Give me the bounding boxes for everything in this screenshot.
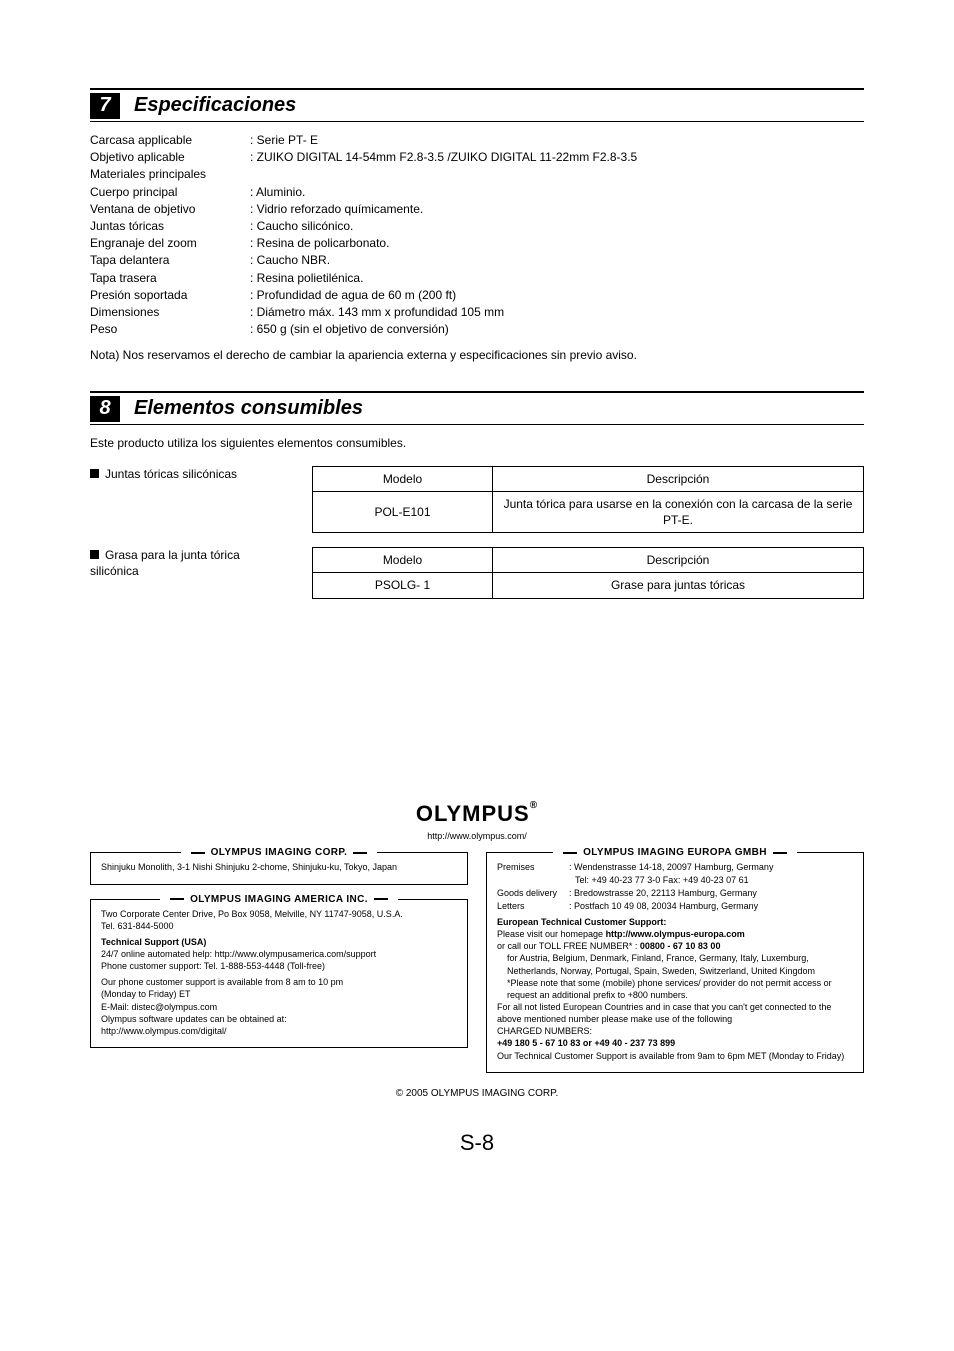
panel-corp-title: OLYMPUS IMAGING CORP. bbox=[181, 846, 378, 860]
europa-line: or call our TOLL FREE NUMBER* : 00800 - … bbox=[497, 940, 853, 952]
corp-address: Shinjuku Monolith, 3-1 Nishi Shinjuku 2-… bbox=[101, 861, 457, 873]
panel-america: OLYMPUS IMAGING AMERICA INC. Two Corpora… bbox=[90, 899, 468, 1048]
spec-value: : 650 g (sin el objetivo de conversión) bbox=[250, 321, 864, 337]
spec-value: : Serie PT- E bbox=[250, 132, 864, 148]
panel-america-title: OLYMPUS IMAGING AMERICA INC. bbox=[160, 893, 398, 907]
panel-europa-title: OLYMPUS IMAGING EUROPA GMBH bbox=[553, 846, 797, 860]
table-cell-desc: Junta tórica para usarse en la conexión … bbox=[493, 491, 864, 532]
bullet-square-icon bbox=[90, 550, 99, 559]
consumable-2-label-text: Grasa para la junta tórica silicónica bbox=[90, 548, 240, 578]
spec-value: : Diámetro máx. 143 mm x profundidad 105… bbox=[250, 304, 864, 320]
spec-label: Ventana de objetivo bbox=[90, 201, 250, 217]
spec-note: Nota) Nos reservamos el derecho de cambi… bbox=[90, 347, 864, 363]
registered-icon: ® bbox=[530, 800, 538, 811]
spec-grid: Carcasa applicable: Serie PT- E Objetivo… bbox=[90, 132, 864, 337]
america-line: http://www.olympus.com/digital/ bbox=[101, 1025, 457, 1037]
section-8-intro: Este producto utiliza los siguientes ele… bbox=[90, 435, 864, 451]
europa-line: for Austria, Belgium, Denmark, Finland, … bbox=[497, 952, 853, 976]
panel-europa: OLYMPUS IMAGING EUROPA GMBH Premises : W… bbox=[486, 852, 864, 1072]
spec-value: : Aluminio. bbox=[250, 184, 864, 200]
spec-label: Dimensiones bbox=[90, 304, 250, 320]
panel-corp: OLYMPUS IMAGING CORP. Shinjuku Monolith,… bbox=[90, 852, 468, 884]
spec-label: Carcasa applicable bbox=[90, 132, 250, 148]
table-cell-model: POL-E101 bbox=[313, 491, 493, 532]
america-line: Two Corporate Center Drive, Po Box 9058,… bbox=[101, 908, 457, 920]
olympus-logo: OLYMPUS® bbox=[90, 799, 864, 829]
table-header-model: Modelo bbox=[313, 466, 493, 491]
spec-value: : Resina de policarbonato. bbox=[250, 235, 864, 251]
america-line: 24/7 online automated help: http://www.o… bbox=[101, 948, 457, 960]
section-8-number: 8 bbox=[90, 396, 120, 422]
spec-value bbox=[250, 166, 864, 182]
europa-addr-val: : Bredowstrasse 20, 22113 Hamburg, Germa… bbox=[569, 887, 853, 899]
europa-addr-val: : Wendenstrasse 14-18, 20097 Hamburg, Ge… bbox=[569, 861, 853, 873]
consumable-1-label-text: Juntas tóricas silicónicas bbox=[105, 467, 237, 481]
europa-line: +49 180 5 - 67 10 83 or +49 40 - 237 73 … bbox=[497, 1037, 853, 1049]
america-line: Our phone customer support is available … bbox=[101, 976, 457, 988]
section-8-title: Elementos consumibles bbox=[134, 395, 363, 422]
section-8-header: 8 Elementos consumibles bbox=[90, 391, 864, 425]
spec-value: : Resina polietilénica. bbox=[250, 270, 864, 286]
spec-value: : Profundidad de agua de 60 m (200 ft) bbox=[250, 287, 864, 303]
olympus-logo-text: OLYMPUS bbox=[416, 801, 530, 826]
footer-columns: OLYMPUS IMAGING CORP. Shinjuku Monolith,… bbox=[90, 852, 864, 1072]
america-line: (Monday to Friday) ET bbox=[101, 988, 457, 1000]
europa-addr-val: Tel: +49 40-23 77 3-0 Fax: +49 40-23 07 … bbox=[569, 874, 853, 886]
table-header-model: Modelo bbox=[313, 548, 493, 573]
europa-addr-label: Premises bbox=[497, 861, 569, 885]
consumable-1-label: Juntas tóricas silicónicas bbox=[90, 466, 290, 482]
bullet-square-icon bbox=[90, 469, 99, 478]
footer-col-right: OLYMPUS IMAGING EUROPA GMBH Premises : W… bbox=[486, 852, 864, 1072]
consumable-block-2: Grasa para la junta tórica silicónica Mo… bbox=[90, 547, 864, 598]
table-header-desc: Descripción bbox=[493, 548, 864, 573]
america-line: Phone customer support: Tel. 1-888-553-4… bbox=[101, 960, 457, 972]
europa-line: *Please note that some (mobile) phone se… bbox=[497, 977, 853, 1001]
consumable-2-label: Grasa para la junta tórica silicónica bbox=[90, 547, 290, 579]
america-line: E-Mail: distec@olympus.com bbox=[101, 1001, 457, 1013]
spec-label: Juntas tóricas bbox=[90, 218, 250, 234]
spec-value: : Caucho NBR. bbox=[250, 252, 864, 268]
consumable-2-table: Modelo Descripción PSOLG- 1 Grase para j… bbox=[312, 547, 864, 598]
footer-col-left: OLYMPUS IMAGING CORP. Shinjuku Monolith,… bbox=[90, 852, 468, 1072]
section-7-number: 7 bbox=[90, 93, 120, 119]
america-line: Tel. 631-844-5000 bbox=[101, 920, 457, 932]
europa-line: For all not listed European Countries an… bbox=[497, 1001, 853, 1025]
europa-addr-label: Letters bbox=[497, 900, 569, 912]
consumable-1-table: Modelo Descripción POL-E101 Junta tórica… bbox=[312, 466, 864, 534]
spec-label: Presión soportada bbox=[90, 287, 250, 303]
america-ts-heading: Technical Support (USA) bbox=[101, 937, 206, 947]
spec-value: : Caucho silicónico. bbox=[250, 218, 864, 234]
europa-line: Our Technical Customer Support is availa… bbox=[497, 1050, 853, 1062]
europa-line: CHARGED NUMBERS: bbox=[497, 1025, 853, 1037]
spec-label: Materiales principales bbox=[90, 166, 250, 182]
table-header-desc: Descripción bbox=[493, 466, 864, 491]
spec-label: Tapa delantera bbox=[90, 252, 250, 268]
spec-label: Peso bbox=[90, 321, 250, 337]
europa-line: Please visit our homepage http://www.oly… bbox=[497, 928, 853, 940]
europa-etcs-heading: European Technical Customer Support: bbox=[497, 917, 666, 927]
section-7-title: Especificaciones bbox=[134, 92, 296, 119]
copyright: © 2005 OLYMPUS IMAGING CORP. bbox=[90, 1087, 864, 1101]
spec-label: Cuerpo principal bbox=[90, 184, 250, 200]
spec-value: : Vidrio reforzado químicamente. bbox=[250, 201, 864, 217]
table-cell-desc: Grase para juntas tóricas bbox=[493, 573, 864, 598]
spec-label: Tapa trasera bbox=[90, 270, 250, 286]
consumable-block-1: Juntas tóricas silicónicas Modelo Descri… bbox=[90, 466, 864, 534]
europa-addr-val: : Postfach 10 49 08, 20034 Hamburg, Germ… bbox=[569, 900, 853, 912]
page-number: S-8 bbox=[90, 1128, 864, 1158]
spec-label: Engranaje del zoom bbox=[90, 235, 250, 251]
olympus-url: http://www.olympus.com/ bbox=[90, 830, 864, 842]
spec-label: Objetivo aplicable bbox=[90, 149, 250, 165]
europa-addr-label: Goods delivery bbox=[497, 887, 569, 899]
america-line: Olympus software updates can be obtained… bbox=[101, 1013, 457, 1025]
spec-value: : ZUIKO DIGITAL 14-54mm F2.8-3.5 /ZUIKO … bbox=[250, 149, 864, 165]
footer-zone: OLYMPUS® http://www.olympus.com/ OLYMPUS… bbox=[90, 799, 864, 1158]
table-cell-model: PSOLG- 1 bbox=[313, 573, 493, 598]
section-7-header: 7 Especificaciones bbox=[90, 88, 864, 122]
